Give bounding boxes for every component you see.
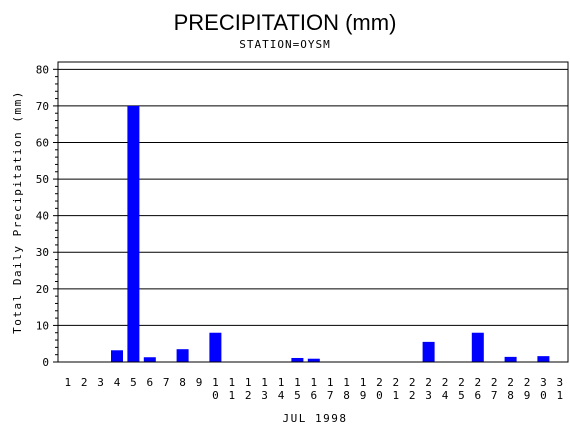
bar-day-6 (143, 357, 156, 362)
y-tick-label: 70 (36, 100, 49, 113)
y-axis-ticks: 0 10 20 30 40 50 60 70 80 (36, 63, 58, 369)
y-tick-label: 80 (36, 63, 49, 76)
bar-day-4 (111, 350, 123, 362)
x-tick-label: 5 (130, 376, 137, 389)
chart-title: PRECIPITATION (mm) (174, 10, 397, 35)
x-tick-label: 4 (114, 376, 121, 389)
bar-day-23 (422, 341, 435, 362)
y-tick-label: 10 (36, 319, 49, 332)
bars (111, 105, 550, 362)
x-tick-label: 3 (97, 376, 104, 389)
bar-day-8 (176, 349, 189, 362)
plot-frame (57, 61, 569, 363)
bar-day-15 (291, 357, 304, 362)
y-tick-label: 50 (36, 173, 49, 186)
y-tick-label: 40 (36, 210, 49, 223)
bar-day-26 (471, 332, 484, 362)
x-tick-label: 7 (163, 376, 170, 389)
y-tick-label: 60 (36, 136, 49, 149)
y-tick-label: 30 (36, 246, 49, 259)
x-axis-ticks: 1 2 3 4 5 6 7 8 9 1 01 11 21 31 41 51 61 71 81 92 02 12 22 32 42… (64, 376, 563, 402)
gridlines (58, 68, 568, 326)
bar-day-30 (537, 356, 550, 362)
bar-day-16 (307, 358, 320, 362)
bar-day-28 (504, 356, 517, 362)
y-tick-label: 20 (36, 283, 49, 296)
x-tick-label: 2 (81, 376, 88, 389)
x-tick-label: 8 (179, 376, 186, 389)
y-tick-label: 0 (42, 356, 49, 369)
bar-day-10 (209, 332, 222, 362)
x-tick-label: 1 (64, 376, 71, 389)
x-tick-label: 9 (196, 376, 203, 389)
x-tick-label: 6 (146, 376, 153, 389)
x-axis-label: JUL 1998 (283, 412, 348, 425)
chart-subtitle: STATION=OYSM (239, 38, 330, 51)
y-axis-label: Total Daily Precipitation (mm) (11, 90, 24, 334)
bar-day-5 (127, 105, 140, 362)
